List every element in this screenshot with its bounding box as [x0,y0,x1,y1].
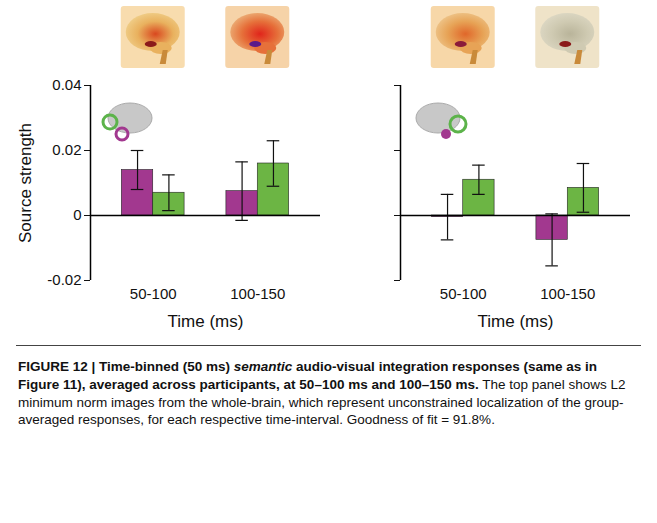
svg-text:Time (ms): Time (ms) [478,312,554,331]
svg-text:0: 0 [73,206,81,223]
html-text:FIGURE 12 | Time-binned (50 ms: FIGURE 12 | Time-binned (50 ms) semantic… [18,359,626,428]
svg-text:Time (ms): Time (ms) [168,312,244,331]
svg-text:50-100: 50-100 [440,285,487,302]
svg-text:-0.02: -0.02 [47,271,81,288]
svg-text:0.02: 0.02 [52,141,81,158]
svg-text:100-150: 100-150 [540,285,595,302]
svg-text:50-100: 50-100 [130,285,177,302]
svg-text:100-150: 100-150 [230,285,285,302]
svg-text:Source strength: Source strength [16,123,35,243]
svg-text:0.04: 0.04 [52,76,81,93]
